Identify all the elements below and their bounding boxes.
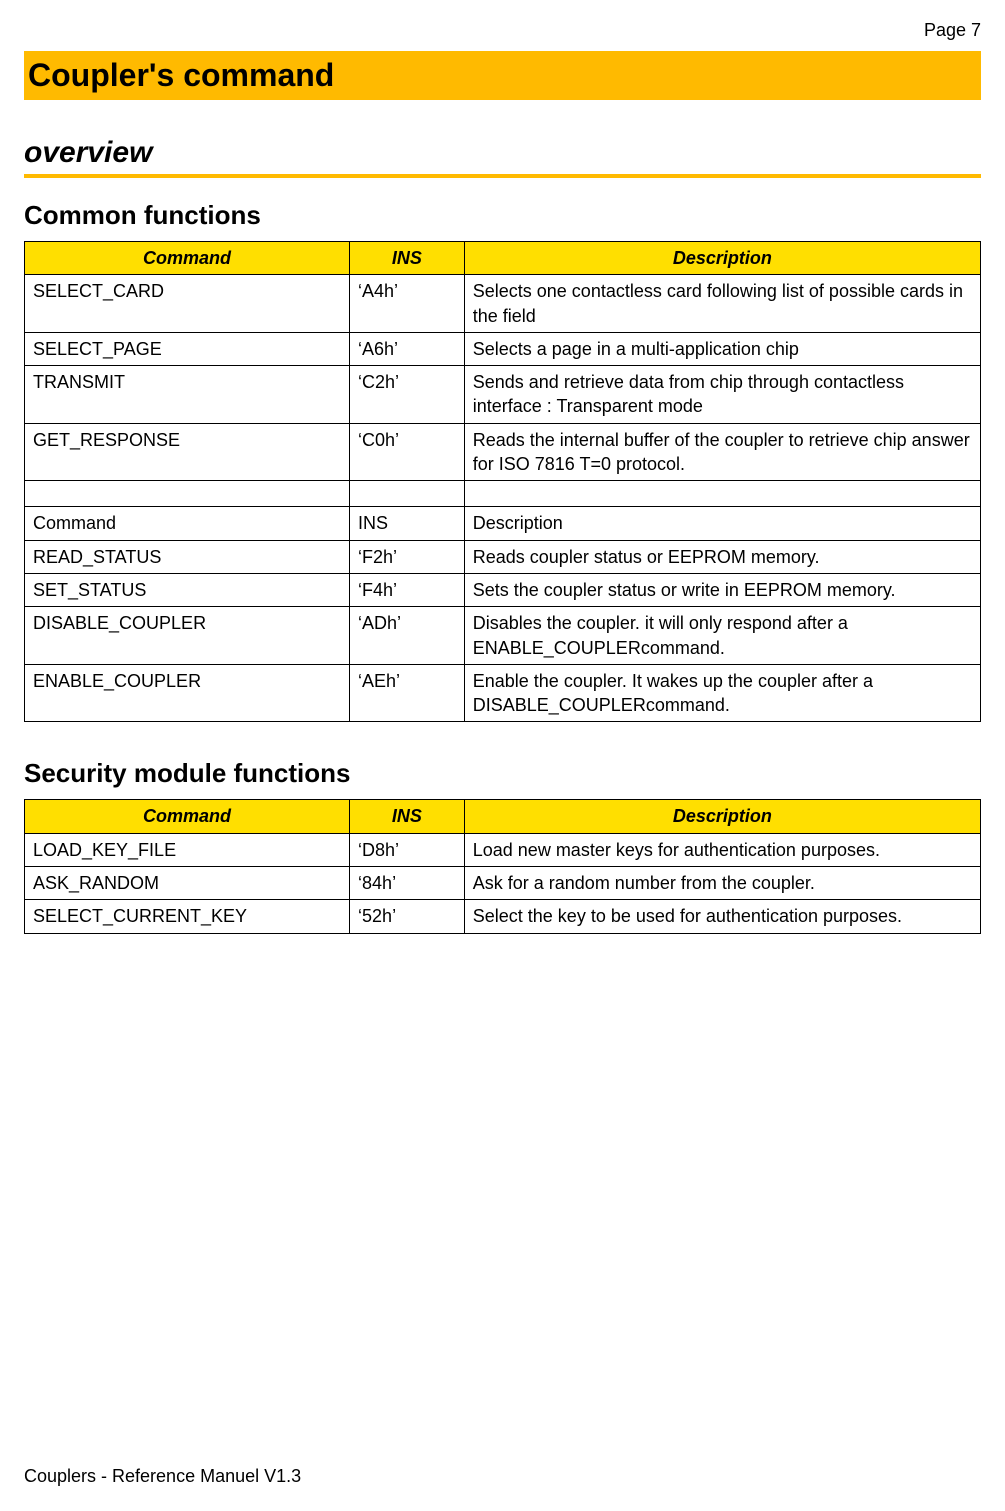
- common-functions-table: Command INS Description SELECT_CARD ‘A4h…: [24, 241, 981, 722]
- cell-ins: [350, 481, 465, 507]
- th-description: Description: [464, 242, 980, 275]
- table-row: TRANSMIT ‘C2h’ Sends and retrieve data f…: [25, 366, 981, 424]
- th-command: Command: [25, 800, 350, 833]
- table-row: SELECT_PAGE ‘A6h’ Selects a page in a mu…: [25, 332, 981, 365]
- footer-text: Couplers - Reference Manuel V1.3: [24, 1466, 301, 1487]
- table-row: DISABLE_COUPLER ‘ADh’ Disables the coupl…: [25, 607, 981, 665]
- cell-cmd: ENABLE_COUPLER: [25, 664, 350, 722]
- main-title: Coupler's command: [24, 51, 981, 100]
- table-row: SELECT_CURRENT_KEY ‘52h’ Select the key …: [25, 900, 981, 933]
- cell-ins: ‘C2h’: [350, 366, 465, 424]
- cell-ins: INS: [350, 507, 465, 540]
- table-row: SELECT_CARD ‘A4h’ Selects one contactles…: [25, 275, 981, 333]
- overview-subtitle: overview: [24, 136, 981, 178]
- th-description: Description: [464, 800, 980, 833]
- cell-desc: Sends and retrieve data from chip throug…: [464, 366, 980, 424]
- cell-cmd: READ_STATUS: [25, 540, 350, 573]
- cell-cmd: DISABLE_COUPLER: [25, 607, 350, 665]
- table-row: ASK_RANDOM ‘84h’ Ask for a random number…: [25, 867, 981, 900]
- cell-cmd: Command: [25, 507, 350, 540]
- section-title-security: Security module functions: [24, 758, 981, 789]
- cell-ins: ‘F4h’: [350, 573, 465, 606]
- security-functions-table: Command INS Description LOAD_KEY_FILE ‘D…: [24, 799, 981, 933]
- cell-cmd: [25, 481, 350, 507]
- table-row: GET_RESPONSE ‘C0h’ Reads the internal bu…: [25, 423, 981, 481]
- table-row: READ_STATUS ‘F2h’ Reads coupler status o…: [25, 540, 981, 573]
- cell-desc: [464, 481, 980, 507]
- cell-ins: ‘A4h’: [350, 275, 465, 333]
- cell-cmd: SET_STATUS: [25, 573, 350, 606]
- th-ins: INS: [350, 800, 465, 833]
- table-row: Command INS Description: [25, 507, 981, 540]
- cell-desc: Load new master keys for authentication …: [464, 833, 980, 866]
- cell-desc: Reads the internal buffer of the coupler…: [464, 423, 980, 481]
- cell-desc: Enable the coupler. It wakes up the coup…: [464, 664, 980, 722]
- cell-ins: ‘84h’: [350, 867, 465, 900]
- table-header-row: Command INS Description: [25, 800, 981, 833]
- th-ins: INS: [350, 242, 465, 275]
- cell-desc: Selects one contactless card following l…: [464, 275, 980, 333]
- cell-cmd: TRANSMIT: [25, 366, 350, 424]
- table-row: ENABLE_COUPLER ‘AEh’ Enable the coupler.…: [25, 664, 981, 722]
- table-row: SET_STATUS ‘F4h’ Sets the coupler status…: [25, 573, 981, 606]
- cell-ins: ‘52h’: [350, 900, 465, 933]
- cell-cmd: ASK_RANDOM: [25, 867, 350, 900]
- cell-cmd: GET_RESPONSE: [25, 423, 350, 481]
- cell-cmd: SELECT_CURRENT_KEY: [25, 900, 350, 933]
- table-row: LOAD_KEY_FILE ‘D8h’ Load new master keys…: [25, 833, 981, 866]
- cell-cmd: LOAD_KEY_FILE: [25, 833, 350, 866]
- cell-desc: Selects a page in a multi-application ch…: [464, 332, 980, 365]
- cell-desc: Select the key to be used for authentica…: [464, 900, 980, 933]
- cell-desc: Disables the coupler. it will only respo…: [464, 607, 980, 665]
- cell-ins: ‘ADh’: [350, 607, 465, 665]
- cell-ins: ‘A6h’: [350, 332, 465, 365]
- section-title-common: Common functions: [24, 200, 981, 231]
- cell-desc: Ask for a random number from the coupler…: [464, 867, 980, 900]
- cell-desc: Reads coupler status or EEPROM memory.: [464, 540, 980, 573]
- cell-ins: ‘AEh’: [350, 664, 465, 722]
- table-header-row: Command INS Description: [25, 242, 981, 275]
- cell-ins: ‘D8h’: [350, 833, 465, 866]
- cell-cmd: SELECT_CARD: [25, 275, 350, 333]
- cell-desc: Description: [464, 507, 980, 540]
- cell-desc: Sets the coupler status or write in EEPR…: [464, 573, 980, 606]
- th-command: Command: [25, 242, 350, 275]
- table-row-empty: [25, 481, 981, 507]
- cell-ins: ‘C0h’: [350, 423, 465, 481]
- cell-cmd: SELECT_PAGE: [25, 332, 350, 365]
- cell-ins: ‘F2h’: [350, 540, 465, 573]
- page-number: Page 7: [24, 20, 981, 41]
